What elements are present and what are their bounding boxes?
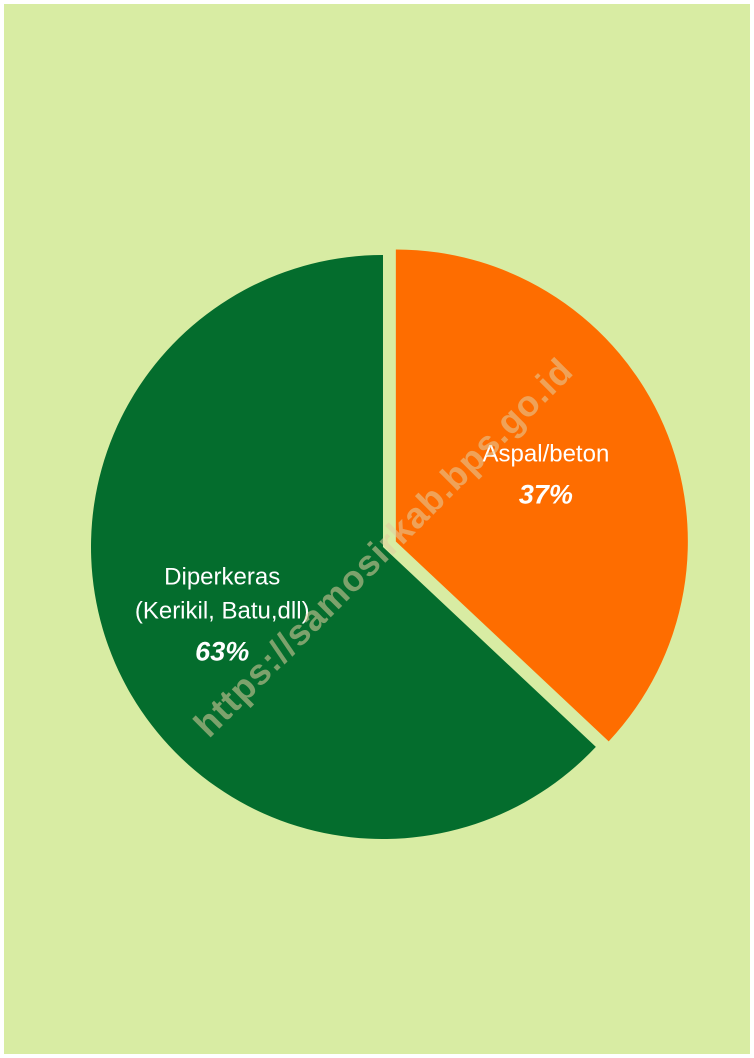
slice-label-1-line-0: Aspal/beton [483, 440, 610, 467]
slice-label-0-line-1: (Kerikil, Batu,dll) [135, 598, 310, 625]
pie-chart: Aspal/beton 37% Diperkeras (Kerikil, Batu,d… [90, 249, 688, 839]
slice-labels: Aspal/beton 37% Diperkeras (Kerikil, Batu,d… [135, 440, 609, 666]
slice-value-label-0: 63% [195, 637, 249, 667]
pie-slice-0 [90, 255, 596, 839]
slice-label-0-line-0: Diperkeras [164, 564, 280, 591]
pie-slices [90, 249, 688, 839]
slice-value-label-1: 37% [519, 479, 573, 509]
pie-slice-1 [395, 249, 688, 742]
chart-background: Aspal/beton 37% Diperkeras (Kerikil, Batu,d… [4, 4, 750, 1054]
